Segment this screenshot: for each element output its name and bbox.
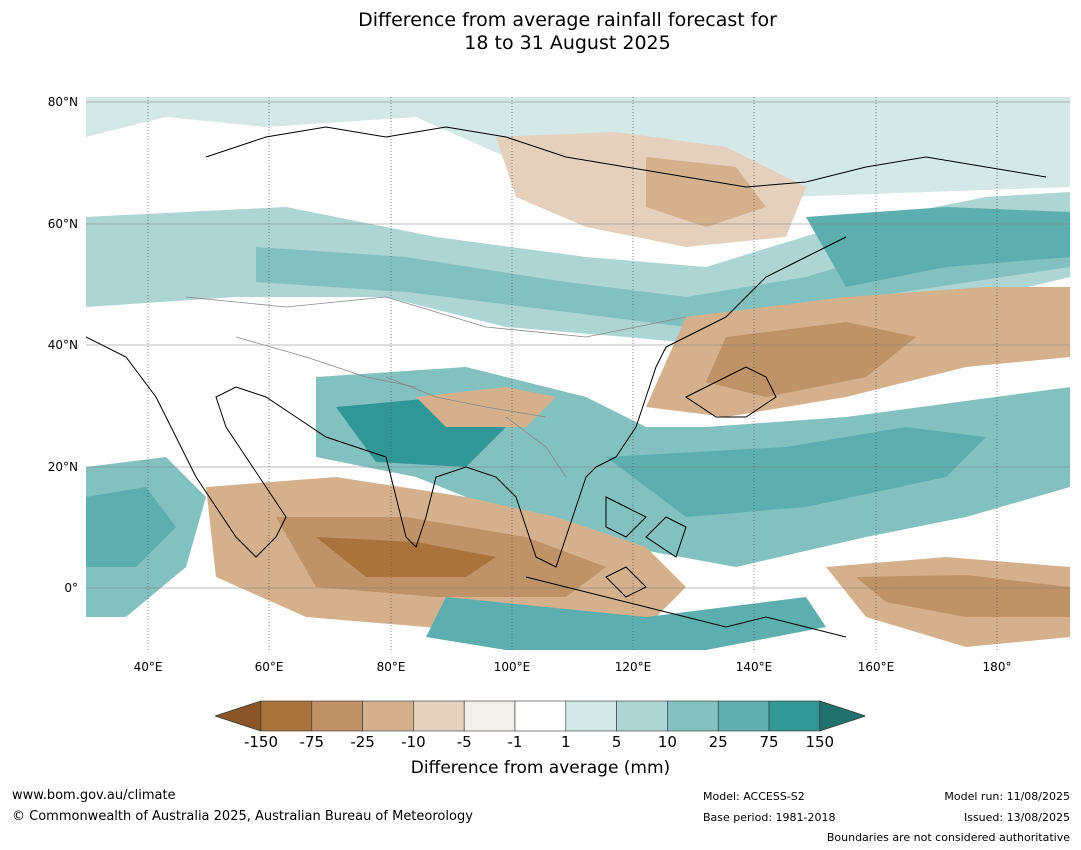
colorbar-cell <box>717 700 770 732</box>
colorbar-tick-label: -1 <box>507 733 523 751</box>
disclaimer-text: Boundaries are not considered authoritat… <box>826 831 1070 844</box>
title-line-2: 18 to 31 August 2025 <box>464 32 671 54</box>
colorbar <box>215 700 865 732</box>
lat-label-0: 0° <box>64 581 78 595</box>
model-run-text: Model run: 11/08/2025 <box>944 790 1070 803</box>
colorbar-cell <box>463 700 516 732</box>
colorbar-cells <box>215 700 865 732</box>
colorbar-tick-label: 75 <box>759 733 779 751</box>
colorbar-tick-label: 1 <box>561 733 571 751</box>
colorbar-label: Difference from average (mm) <box>410 758 671 778</box>
country-boundaries <box>185 296 687 478</box>
colorbar-cell <box>667 700 719 732</box>
website-link[interactable]: www.bom.gov.au/climate <box>12 788 176 803</box>
lon-gridlines <box>147 97 998 650</box>
coastlines <box>86 126 1047 638</box>
lat-label-80n: 80°N <box>47 95 78 109</box>
lon-label-80e: 80°E <box>376 660 406 674</box>
colorbar-tick-label: -150 <box>243 733 279 751</box>
colorbar-tick-label: 25 <box>708 733 728 751</box>
colorbar-tick-label: 150 <box>805 733 835 751</box>
lat-gridlines <box>86 101 1070 589</box>
rainfall-difference-map <box>86 97 1070 650</box>
copyright-text: © Commonwealth of Australia 2025, Austra… <box>12 809 473 824</box>
colorbar-extend-high <box>819 700 865 732</box>
lat-label-20n: 20°N <box>47 460 78 474</box>
lat-label-40n: 40°N <box>47 338 78 352</box>
lon-label-140e: 140°E <box>735 660 773 674</box>
colorbar-tick-label: -25 <box>350 733 375 751</box>
title-line-1: Difference from average rainfall forecas… <box>358 9 777 31</box>
colorbar-cell <box>514 700 567 732</box>
lon-label-60e: 60°E <box>254 660 284 674</box>
base-period-text: Base period: 1981-2018 <box>703 811 836 824</box>
teal-africa-core <box>86 487 176 567</box>
brown-south-pacific-core <box>856 575 1070 617</box>
brown-indian-ocean-deep <box>316 537 496 577</box>
colorbar-cell <box>362 700 414 732</box>
colorbar-tick-label: 10 <box>657 733 677 751</box>
colorbar-cell <box>413 700 465 732</box>
lon-label-100e: 100°E <box>493 660 531 674</box>
colorbar-extend-low <box>215 700 262 732</box>
lat-label-60n: 60°N <box>47 217 78 231</box>
colorbar-cell <box>260 700 313 732</box>
colorbar-tick-label: -5 <box>456 733 472 751</box>
colorbar-cell <box>565 700 617 732</box>
lon-label-40e: 40°E <box>133 660 163 674</box>
map-title: Difference from average rainfall forecas… <box>0 9 1081 55</box>
brown-siberia-core <box>646 157 766 227</box>
colorbar-tick-label: -75 <box>299 733 325 751</box>
teal-far-east <box>806 207 1070 287</box>
lon-label-120e: 120°E <box>614 660 652 674</box>
colorbar-cell <box>616 700 668 732</box>
teal-pacific-core <box>606 427 986 517</box>
issued-text: Issued: 13/08/2025 <box>963 811 1070 824</box>
colorbar-cell <box>311 700 363 732</box>
colorbar-cell <box>768 700 821 732</box>
colorbar-tick-label: -10 <box>401 733 426 751</box>
map-svg <box>86 97 1070 650</box>
brown-japan-core <box>706 322 916 397</box>
colorbar-tick-label: 5 <box>611 733 622 751</box>
model-text: Model: ACCESS-S2 <box>703 790 805 803</box>
teal-maritime <box>426 597 826 650</box>
lon-label-160e: 160°E <box>857 660 895 674</box>
lon-label-180: 180° <box>982 660 1012 674</box>
